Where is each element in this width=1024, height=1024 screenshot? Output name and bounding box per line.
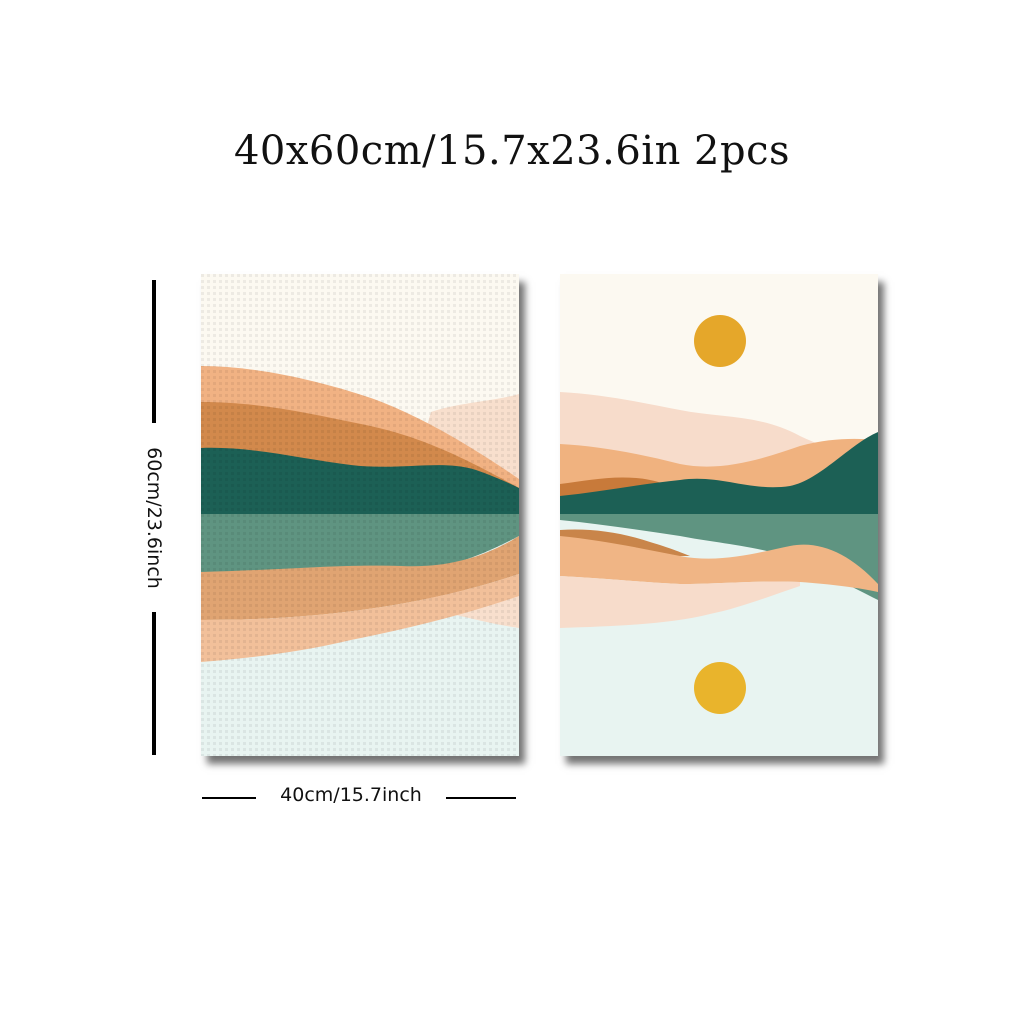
sun-reflection-icon [694,662,746,714]
left-art-panel [201,274,519,756]
sun-icon [694,315,746,367]
product-title: 40x60cm/15.7x23.6in 2pcs [233,128,791,174]
height-dimension-line-top [152,280,156,423]
height-dimension-label: 60cm/23.6inch [143,447,165,589]
height-dimension-line-bottom [152,612,156,755]
left-art-image [201,274,519,756]
right-art-panel [560,274,878,756]
right-art-image [560,274,878,756]
width-dimension-label: 40cm/15.7inch [280,784,422,806]
width-dimension-line-left [202,797,256,799]
width-dimension-line-right [446,797,516,799]
